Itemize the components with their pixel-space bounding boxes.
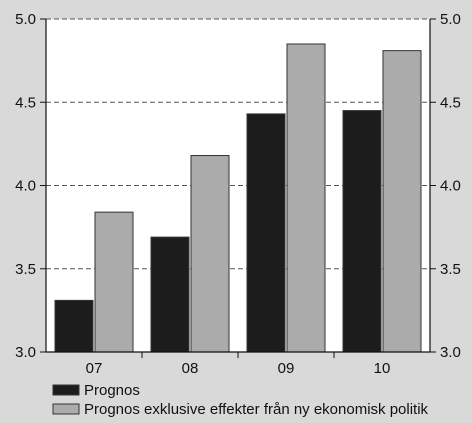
tick-labels: 3.0 3.0 3.5 3.5 4.0 4.0 4.5 4.5 5.0 5.0 07 08 09 10 (15, 11, 461, 377)
legend-label: Prognos exklusive effekter från ny ekono… (84, 401, 429, 418)
bar-prognos (54, 299, 94, 353)
x-tick-label: 09 (278, 360, 295, 377)
bars (54, 43, 422, 353)
y-tick-label-left: 4.0 (15, 178, 36, 195)
y-tick-label-right: 3.0 (440, 344, 461, 361)
bar-prognos-exklusive (190, 155, 230, 353)
y-tick-label-right: 4.0 (440, 178, 461, 195)
y-tick-label-right: 3.5 (440, 261, 461, 278)
y-tick-label-left: 5.0 (15, 11, 36, 28)
y-tick-label-right: 5.0 (440, 11, 461, 28)
bar-prognos-exklusive (286, 43, 326, 353)
bar-prognos (246, 113, 286, 353)
bar-prognos (342, 110, 382, 353)
legend: Prognos Prognos exklusive effekter från n… (52, 382, 429, 418)
legend-label: Prognos (84, 382, 140, 399)
bar-prognos-exklusive (94, 211, 134, 353)
y-tick-label-right: 4.5 (440, 94, 461, 111)
x-tick-label: 10 (374, 360, 391, 377)
y-tick-label-left: 3.5 (15, 261, 36, 278)
x-tick-label: 07 (86, 360, 103, 377)
legend-swatch (52, 403, 80, 415)
y-tick-label-left: 3.0 (15, 344, 36, 361)
y-tick-label-left: 4.5 (15, 94, 36, 111)
x-tick-label: 08 (182, 360, 199, 377)
legend-swatch (52, 384, 80, 396)
bar-prognos-exklusive (382, 50, 422, 353)
bar-prognos (150, 236, 190, 353)
